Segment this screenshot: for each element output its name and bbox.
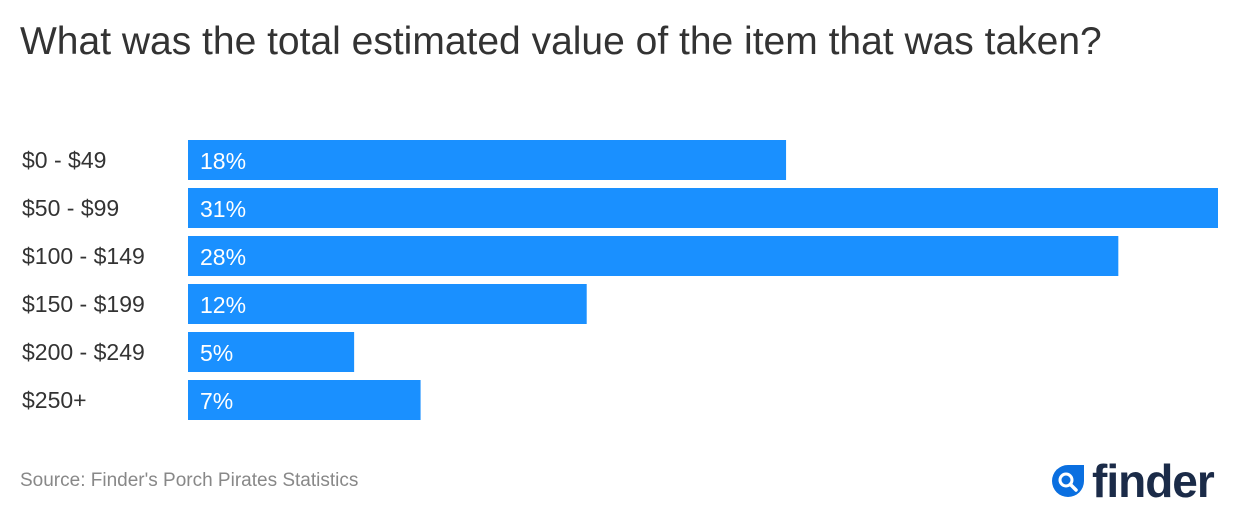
value-label: 28% xyxy=(200,244,246,270)
chart-title: What was the total estimated value of th… xyxy=(20,20,1102,63)
bar xyxy=(188,140,787,180)
category-label: $150 - $199 xyxy=(22,291,145,317)
category-label: $0 - $49 xyxy=(22,147,106,173)
value-label: 12% xyxy=(200,292,246,318)
finder-logo: finder xyxy=(1050,455,1215,507)
bar xyxy=(188,188,1218,228)
value-label: 5% xyxy=(200,340,233,366)
value-label: 18% xyxy=(200,148,246,174)
source-note: Source: Finder's Porch Pirates Statistic… xyxy=(20,470,359,491)
bar xyxy=(188,236,1119,276)
bar-chart: $0 - $49 18% $50 - $99 31% $100 - $149 28% $15… xyxy=(22,140,1218,420)
bar xyxy=(188,332,355,372)
value-label: 31% xyxy=(200,196,246,222)
bar xyxy=(188,380,421,420)
category-label: $50 - $99 xyxy=(22,195,119,221)
bar xyxy=(188,284,587,324)
category-label: $100 - $149 xyxy=(22,243,145,269)
category-label: $250+ xyxy=(22,387,87,413)
value-label: 7% xyxy=(200,388,233,414)
logo-text: finder xyxy=(1092,455,1215,507)
category-label: $200 - $249 xyxy=(22,339,145,365)
search-drop-icon xyxy=(1052,465,1084,497)
